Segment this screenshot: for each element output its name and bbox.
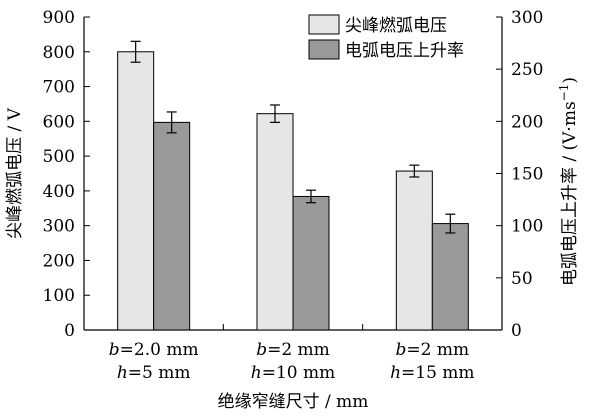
y-left-tick-label: 0: [64, 321, 75, 341]
category-var: b: [109, 340, 120, 360]
y-axis-right-title: 电弧电压上升率 / (V·ms−1): [557, 77, 580, 286]
y-right-tick-label: 0: [511, 321, 522, 341]
legend-label: 尖峰燃弧电压: [345, 16, 447, 36]
y-left-tick-label: 400: [43, 182, 75, 202]
legend-swatch: [308, 39, 340, 60]
category-label: b=2 mm: [396, 340, 470, 360]
category-var: h: [117, 363, 128, 383]
category-value: =10 mm: [262, 363, 336, 383]
ticks: 0 100 200 300 400 500 600 700 800 900 0 50 100 150 200…: [43, 8, 544, 341]
y-right-tick-label: 150: [511, 165, 543, 185]
y-left-tick-label: 200: [43, 251, 75, 271]
y-axis-right-title-sup: −1: [557, 84, 571, 102]
y-right-tick-label: 100: [511, 217, 543, 237]
category-var: b: [256, 340, 267, 360]
y-axis-right-title-main: 电弧电压上升率 / (V·ms: [560, 101, 580, 286]
category-label: h=5 mm: [117, 363, 191, 383]
legend-label: 电弧电压上升率: [345, 41, 464, 61]
category-labels: b=2.0 mmh=5 mmb=2 mmh=10 mmb=2 mmh=15 mm: [109, 340, 475, 383]
category-label: b=2.0 mm: [109, 340, 199, 360]
bar: [117, 51, 155, 331]
bar: [256, 113, 294, 331]
bar: [395, 170, 433, 331]
y-right-tick-label: 200: [511, 112, 543, 132]
y-right-tick-label: 50: [511, 269, 533, 289]
category-var: b: [396, 340, 407, 360]
y-left-tick-label: 600: [43, 112, 75, 132]
category-value: =2.0 mm: [120, 340, 199, 360]
bars: [117, 51, 469, 331]
legend-swatch: [308, 14, 340, 35]
y-left-tick-label: 800: [43, 43, 75, 63]
category-value: =2 mm: [267, 340, 330, 360]
category-var: h: [251, 363, 262, 383]
bar: [431, 223, 469, 331]
y-left-tick-label: 300: [43, 217, 75, 237]
category-value: =2 mm: [406, 340, 469, 360]
y-right-tick-label: 300: [511, 8, 543, 28]
category-label: b=2 mm: [256, 340, 330, 360]
x-axis-title: 绝缘窄缝尺寸 / mm: [218, 392, 369, 412]
category-var: h: [390, 363, 401, 383]
bar: [292, 195, 330, 331]
y-left-tick-label: 500: [43, 147, 75, 167]
axis-titles: 绝缘窄缝尺寸 / mm 尖峰燃弧电压 / V 电弧电压上升率 / (V·ms−1…: [5, 77, 580, 412]
category-value: =15 mm: [401, 363, 475, 383]
y-axis-right-title-close: ): [560, 77, 580, 84]
y-left-tick-label: 900: [43, 8, 75, 28]
category-label: h=10 mm: [251, 363, 335, 383]
category-label: h=15 mm: [390, 363, 474, 383]
bar: [153, 121, 191, 331]
y-left-tick-label: 700: [43, 78, 75, 98]
y-axis-left-title: 尖峰燃弧电压 / V: [5, 107, 25, 239]
error-bars: [130, 40, 456, 234]
category-value: =5 mm: [128, 363, 191, 383]
y-right-tick-label: 250: [511, 60, 543, 80]
y-left-tick-label: 100: [43, 286, 75, 306]
